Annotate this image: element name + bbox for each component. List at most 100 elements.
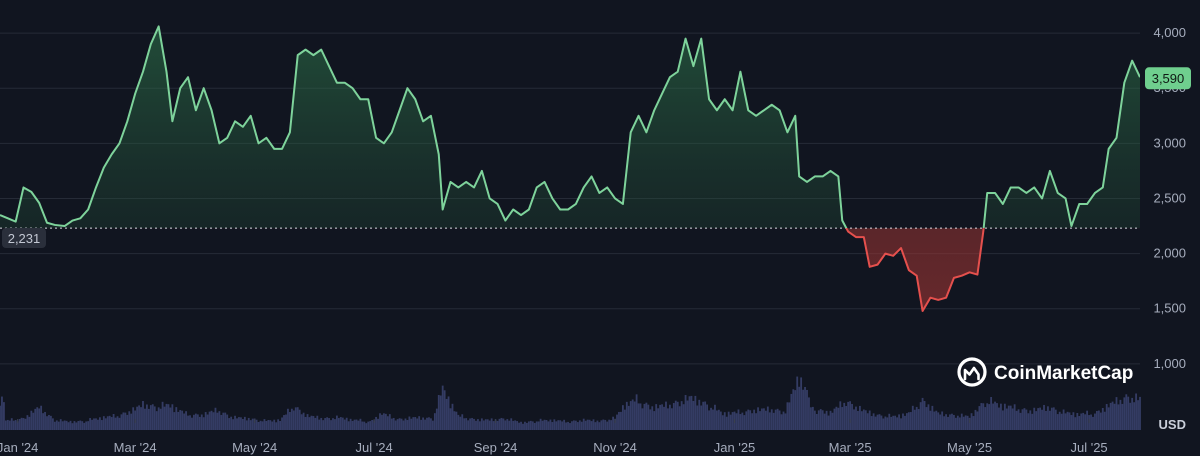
last-price-text: 3,590: [1152, 71, 1185, 86]
volume-bar: [451, 403, 454, 430]
volume-bar: [1047, 406, 1049, 430]
volume-bar: [308, 417, 311, 430]
volume-bar: [163, 406, 166, 430]
volume-bar: [238, 417, 240, 430]
x-tick-label: Jul '25: [1070, 440, 1107, 455]
x-tick-label: Sep '24: [474, 440, 518, 455]
volume-bar: [604, 419, 607, 430]
volume-bar: [294, 407, 297, 430]
volume-bar: [772, 412, 775, 430]
volume-bar: [46, 416, 48, 430]
volume-bar: [138, 405, 140, 430]
volume-bar: [1007, 405, 1010, 430]
volume-bar: [167, 404, 170, 430]
volume-bar: [657, 408, 660, 430]
volume-bar: [892, 415, 895, 430]
volume-bar: [357, 420, 360, 430]
volume-bar: [265, 420, 268, 430]
volume-bar: [755, 413, 757, 430]
volume-bar: [821, 410, 824, 430]
volume-bar: [367, 421, 370, 430]
volume-bar: [759, 411, 761, 430]
volume-bar: [81, 421, 84, 430]
volume-bar: [347, 421, 350, 430]
volume-bar: [882, 418, 885, 430]
volume-bars: [0, 376, 1141, 430]
volume-bar: [780, 414, 783, 430]
volume-bar: [1117, 404, 1120, 430]
last-price-badge: 3,590: [1145, 67, 1191, 90]
volume-bar: [177, 411, 180, 430]
volume-bar: [907, 412, 910, 430]
volume-bar: [1056, 414, 1059, 430]
volume-bar: [853, 409, 855, 430]
volume-bar: [698, 399, 701, 430]
volume-bar: [1064, 413, 1067, 430]
volume-bar: [220, 414, 223, 430]
volume-bar: [574, 420, 577, 430]
volume-bar: [339, 417, 342, 430]
volume-bar: [42, 413, 44, 430]
volume-bar: [618, 411, 620, 430]
y-tick-label: 4,000: [1153, 25, 1186, 40]
volume-bar: [790, 393, 793, 430]
volume-bar: [53, 421, 56, 430]
volume-bar: [559, 420, 562, 430]
volume-bar: [768, 412, 771, 430]
volume-bar: [159, 408, 162, 430]
volume-bar: [51, 418, 54, 430]
volume-bar: [34, 408, 37, 430]
volume-bar: [516, 421, 519, 430]
volume-bar: [157, 407, 160, 430]
volume-bar: [915, 406, 918, 430]
volume-bar: [917, 409, 920, 430]
volume-bar: [890, 416, 893, 430]
volume-bar: [1115, 397, 1118, 430]
volume-bar: [28, 416, 31, 430]
volume-bar: [320, 417, 323, 430]
volume-bar: [1099, 412, 1102, 430]
volume-bar: [253, 418, 256, 430]
volume-bar: [106, 416, 109, 430]
volume-bar: [904, 415, 906, 430]
volume-bar: [67, 422, 70, 430]
volume-bar: [888, 413, 891, 430]
volume-bar: [984, 407, 987, 430]
volume-bar: [764, 410, 767, 430]
volume-bar: [710, 407, 712, 430]
volume-bar: [786, 402, 789, 430]
volume-bar: [228, 418, 231, 430]
volume-bar: [216, 412, 219, 430]
volume-bar: [486, 419, 489, 430]
volume-bar: [1029, 410, 1032, 430]
volume-bar: [606, 421, 609, 430]
volume-bar: [1137, 400, 1139, 430]
volume-bar: [592, 419, 595, 430]
volume-bar: [149, 405, 152, 430]
volume-bar: [1133, 402, 1136, 430]
volume-bar: [739, 414, 742, 430]
volume-bar: [870, 416, 873, 430]
volume-bar: [851, 403, 853, 430]
x-tick-label: Jul '24: [356, 440, 393, 455]
volume-bar: [974, 409, 977, 430]
volume-bar: [1097, 410, 1100, 430]
volume-bar: [588, 419, 591, 430]
volume-bar: [862, 409, 865, 430]
volume-bar: [414, 417, 417, 430]
volume-bar: [941, 411, 944, 430]
volume-bar: [124, 412, 127, 430]
volume-bar: [496, 420, 499, 430]
volume-bar: [1105, 404, 1108, 430]
volume-bar: [498, 418, 501, 430]
volume-bar: [130, 413, 133, 430]
volume-bar: [620, 411, 622, 430]
volume-bar: [247, 417, 250, 430]
volume-bar: [857, 410, 859, 430]
volume-bar: [394, 420, 397, 430]
volume-bar: [721, 415, 724, 430]
volume-bar: [829, 410, 832, 430]
volume-bar: [185, 411, 187, 430]
volume-bar: [706, 404, 709, 430]
volume-bar: [557, 420, 560, 430]
